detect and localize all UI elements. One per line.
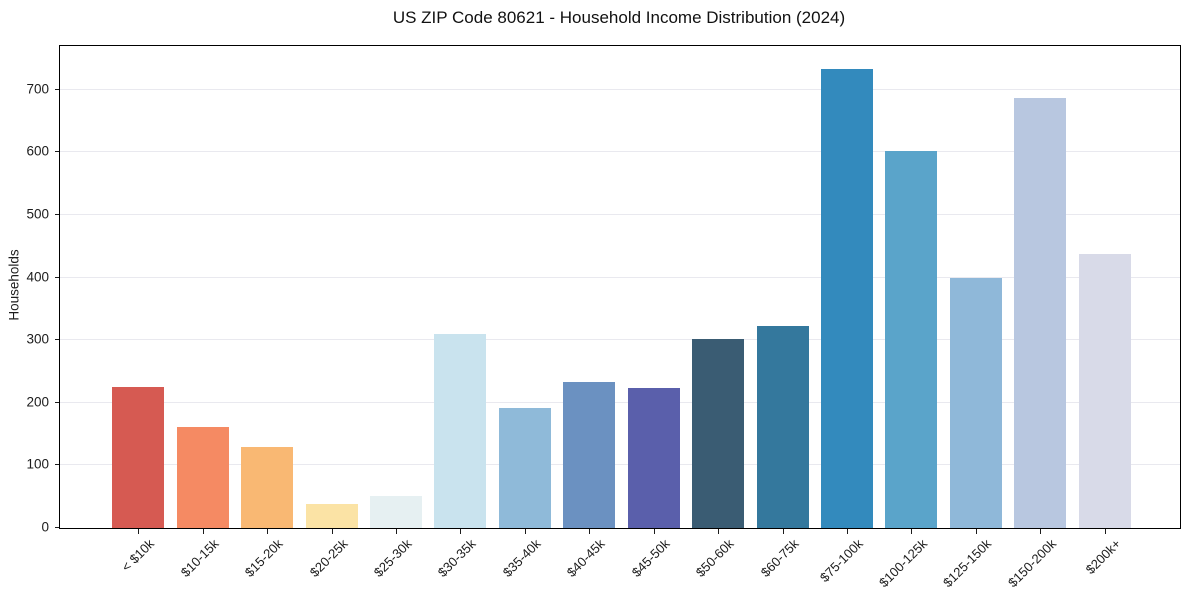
x-tick-label: $15-20k (241, 536, 286, 580)
bar-group-4: $20-25k (299, 46, 363, 580)
y-tick-label: 300 (26, 331, 49, 347)
chart-title: US ZIP Code 80621 - Household Income Dis… (392, 8, 846, 27)
x-tick-label: $10-15k (177, 536, 222, 580)
bar (756, 325, 809, 528)
x-tick-label: $20-25k (306, 536, 351, 580)
x-tick-mark (267, 529, 269, 534)
bar-group-14: $125-150k (940, 46, 1008, 590)
gridline-700 (60, 88, 1180, 90)
gridline-600 (60, 151, 1180, 153)
bar (692, 339, 745, 528)
x-tick-mark (589, 529, 591, 534)
x-tick-mark (395, 529, 397, 534)
x-tick-label: $45-50k (628, 536, 673, 580)
bar (241, 447, 294, 528)
bar-group-9: $45-50k (622, 46, 686, 580)
bar (1014, 98, 1067, 528)
gridline-500 (60, 214, 1180, 215)
y-axis: 0 100 200 300 400 500 600 700 (0, 45, 59, 535)
x-tick-label: $30-35k (435, 536, 480, 580)
x-tick-mark (718, 529, 720, 534)
y-tick-label: 0 (41, 519, 49, 535)
y-tick-label: 700 (26, 81, 49, 97)
bar (563, 381, 616, 528)
y-tick-label: 100 (26, 456, 49, 472)
bar (498, 407, 551, 528)
bar (821, 69, 874, 528)
bar (885, 151, 938, 528)
plot-area: < $10k $10-15k $15-20k $20-25k $25-30k $30-35… (59, 45, 1181, 590)
bar (949, 277, 1002, 528)
gridline-100 (60, 464, 1180, 466)
x-tick-label: $25-30k (370, 536, 415, 580)
y-tick-mark (54, 339, 59, 341)
x-tick-label: $60-75k (757, 536, 802, 580)
x-tick-label: < $10k (118, 536, 157, 575)
bar-group-3: $15-20k (235, 46, 299, 580)
x-tick-label: $50-60k (692, 536, 737, 580)
x-tick-mark (782, 529, 784, 534)
y-tick-mark (54, 276, 59, 278)
y-tick-mark (54, 214, 59, 215)
bar-group-6: $30-35k (428, 46, 492, 580)
x-tick-mark (1040, 529, 1042, 534)
x-tick-label: $100-125k (876, 536, 931, 590)
x-tick-mark (1104, 529, 1106, 534)
bar-group-1: < $10k (106, 46, 170, 574)
x-tick-mark (138, 529, 140, 534)
x-tick-label: $125-150k (940, 536, 995, 590)
x-tick-mark (653, 529, 655, 534)
bar-group-2: $10-15k (170, 46, 234, 580)
gridline-200 (60, 401, 1180, 403)
x-tick-label: $75-100k (816, 536, 866, 585)
x-tick-mark (847, 529, 849, 534)
bar-group-5: $25-30k (364, 46, 428, 580)
x-tick-mark (331, 529, 333, 534)
bar (627, 388, 680, 528)
y-tick-label: 400 (26, 269, 49, 285)
x-tick-label: $40-45k (564, 536, 608, 580)
y-tick-label: 600 (26, 143, 49, 159)
x-tick-label: $200k+ (1082, 536, 1124, 578)
bar-group-8: $40-45k (557, 46, 621, 580)
bar (305, 503, 358, 528)
bar-group-7: $35-40k (493, 46, 557, 580)
y-tick-mark (54, 88, 59, 90)
x-tick-label: $35-40k (499, 536, 544, 580)
bar-group-11: $60-75k (750, 46, 814, 580)
y-tick-mark (54, 527, 59, 528)
y-tick-label: 200 (26, 394, 49, 410)
bar (176, 426, 229, 528)
x-tick-mark (911, 529, 913, 534)
gridline-300 (60, 339, 1180, 341)
x-tick-mark (460, 529, 462, 534)
bar (369, 496, 422, 528)
bar-group-13: $100-125k (876, 46, 943, 590)
y-tick-mark (54, 464, 59, 466)
bar-group-12: $75-100k (815, 46, 879, 585)
bar-group-10: $50-60k (686, 46, 750, 580)
x-tick-mark (202, 529, 204, 534)
bar (112, 387, 165, 528)
x-tick-label: $150-200k (1004, 536, 1059, 590)
y-tick-mark (54, 401, 59, 403)
y-tick-mark (54, 151, 59, 153)
x-tick-mark (524, 529, 526, 534)
bar-group-15: $150-200k (1005, 46, 1072, 590)
y-tick-label: 500 (26, 206, 49, 222)
x-tick-mark (975, 529, 977, 534)
bar (434, 333, 487, 528)
gridline-400 (60, 276, 1180, 278)
bar-group-16: $200k+ (1073, 46, 1137, 577)
bar (1078, 254, 1131, 528)
bars-container: < $10k $10-15k $15-20k $20-25k $25-30k $30-35… (60, 46, 1180, 590)
